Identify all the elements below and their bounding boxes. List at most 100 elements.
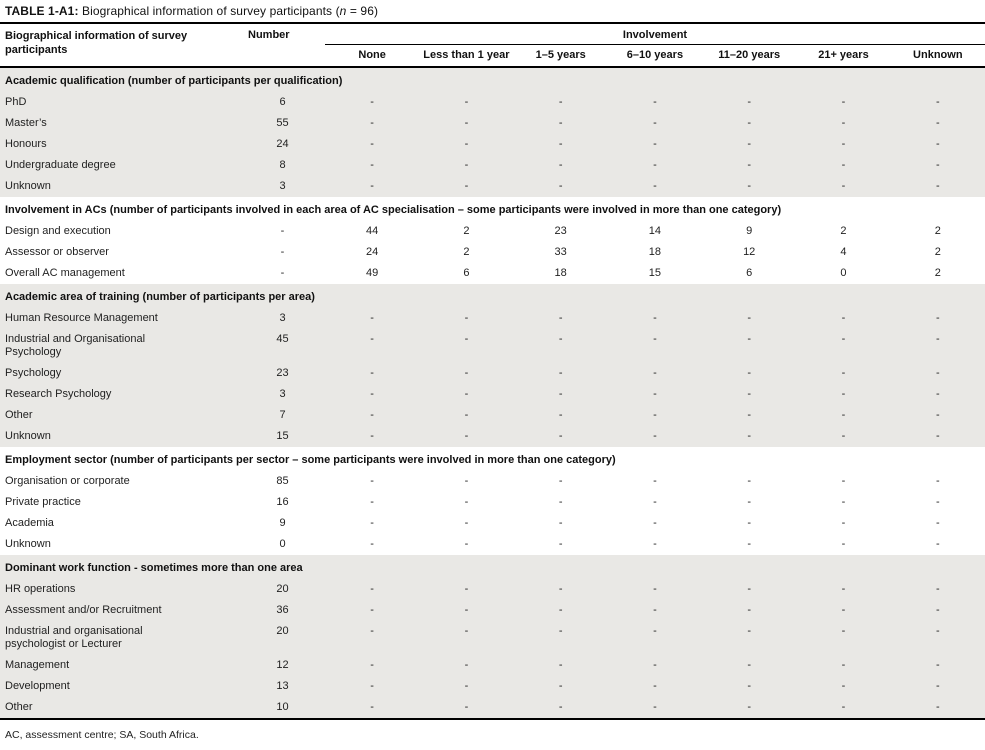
involvement-cell: -: [747, 409, 752, 421]
header-row-main: Biographical information of survey parti…: [0, 24, 985, 56]
involvement-cell: 18: [648, 246, 662, 258]
number-cell: 12: [276, 659, 289, 671]
involvement-cell: -: [935, 583, 940, 595]
involvement-cell: -: [653, 312, 657, 324]
table-row: Psychology 23 - - - - - - -: [0, 363, 985, 384]
involvement-cell: 2: [463, 246, 470, 258]
involvement-cell: 44: [366, 225, 379, 237]
involvement-cell: -: [558, 159, 563, 171]
row-label: Honours: [5, 138, 47, 150]
involvement-cell: -: [841, 583, 846, 595]
table-row: Design and execution - 44 2 23 14 9 2 2: [0, 221, 985, 242]
involvement-cell: -: [653, 96, 657, 108]
involvement-cell: -: [464, 430, 469, 442]
number-cell: -: [280, 267, 285, 279]
involvement-cell: -: [935, 96, 940, 108]
number-cell: 3: [279, 180, 286, 192]
table-title: TABLE 1-A1: Biographical information of …: [0, 0, 985, 24]
section-title: Involvement in ACs (number of participan…: [5, 204, 782, 216]
involvement-cell: -: [558, 333, 563, 345]
involvement-cell: -: [841, 96, 846, 108]
table-title-label: TABLE 1-A1:: [5, 4, 79, 18]
table-row: Other 10 - - - - - - -: [0, 697, 985, 719]
involvement-cell: 9: [746, 225, 753, 237]
table-row: Unknown 15 - - - - - - -: [0, 426, 985, 447]
section-title: Dominant work function - sometimes more …: [5, 562, 303, 574]
section-header-row: Dominant work function - sometimes more …: [0, 555, 985, 579]
row-label: Undergraduate degree: [5, 159, 116, 171]
table-row: Academia 9 - - - - - - -: [0, 513, 985, 534]
number-cell: -: [280, 225, 285, 237]
involvement-cell: 12: [743, 246, 756, 258]
row-label: HR operations: [5, 583, 76, 595]
table-row: Overall AC management - 49 6 18 15 6 0 2: [0, 263, 985, 284]
number-cell: 0: [279, 538, 286, 550]
involvement-cell: -: [747, 312, 752, 324]
table-row: Assessment and/or Recruitment 36 - - - - - - -: [0, 600, 985, 621]
involvement-cell: -: [841, 159, 846, 171]
involvement-cell: -: [653, 333, 657, 345]
involvement-cell: -: [558, 180, 563, 192]
involvement-cell: -: [370, 475, 374, 487]
involvement-cell: 33: [554, 246, 567, 258]
involvement-cell: -: [935, 409, 940, 421]
involvement-cell: -: [841, 680, 846, 692]
involvement-cell: -: [464, 367, 469, 379]
involvement-cell: 6: [463, 267, 470, 279]
involvement-cell: -: [653, 659, 657, 671]
row-label: Management: [5, 659, 70, 671]
row-label: Industrial and Organisational Psychology: [5, 333, 146, 358]
table-row: PhD 6 - - - - - - -: [0, 92, 985, 113]
table-footnote: AC, assessment centre; SA, South Africa.: [5, 729, 199, 741]
number-cell: 36: [276, 604, 289, 616]
involvement-cell: -: [370, 701, 374, 713]
involvement-cell: -: [464, 138, 469, 150]
table-row: Human Resource Management 3 - - - - - - -: [0, 308, 985, 329]
number-cell: 16: [276, 496, 289, 508]
involvement-cell: -: [370, 367, 374, 379]
column-header-1-5-years: 1–5 years: [535, 49, 586, 61]
row-label: Academia: [5, 517, 54, 529]
involvement-cell: -: [370, 659, 374, 671]
involvement-cell: -: [841, 659, 846, 671]
table-row: Unknown 3 - - - - - - -: [0, 176, 985, 197]
involvement-cell: 18: [554, 267, 567, 279]
involvement-cell: -: [558, 367, 563, 379]
involvement-cell: -: [747, 538, 752, 550]
involvement-cell: -: [653, 409, 657, 421]
involvement-cell: -: [935, 159, 940, 171]
involvement-cell: -: [653, 583, 657, 595]
involvement-cell: -: [558, 680, 563, 692]
row-label: Assessment and/or Recruitment: [5, 604, 162, 616]
involvement-cell: -: [464, 517, 469, 529]
table-header: Biographical information of survey parti…: [0, 24, 985, 67]
number-cell: 13: [276, 680, 289, 692]
involvement-cell: -: [935, 475, 940, 487]
row-label: Unknown: [5, 180, 51, 192]
involvement-cell: -: [653, 517, 657, 529]
involvement-cell: -: [747, 604, 752, 616]
involvement-cell: -: [841, 312, 846, 324]
number-cell: 20: [276, 625, 289, 637]
section-title: Academic qualification (number of partic…: [5, 75, 343, 87]
table-row: Honours 24 - - - - - - -: [0, 134, 985, 155]
section-header-row: Academic area of training (number of par…: [0, 284, 985, 308]
involvement-cell: -: [841, 625, 846, 637]
involvement-cell: -: [653, 538, 657, 550]
involvement-cell: -: [747, 496, 752, 508]
involvement-cell: -: [935, 430, 940, 442]
involvement-cell: -: [558, 583, 563, 595]
involvement-cell: -: [558, 475, 563, 487]
involvement-cell: -: [558, 659, 563, 671]
involvement-cell: -: [464, 159, 469, 171]
involvement-cell: -: [653, 117, 657, 129]
involvement-cell: -: [558, 701, 563, 713]
table-row: Master’s 55 - - - - - - -: [0, 113, 985, 134]
involvement-cell: -: [747, 430, 752, 442]
section-title: Employment sector (number of participant…: [5, 454, 616, 466]
involvement-cell: -: [558, 117, 563, 129]
column-header-21-plus-years: 21+ years: [818, 49, 869, 61]
involvement-cell: -: [370, 388, 374, 400]
involvement-cell: 14: [648, 225, 662, 237]
table-row: Research Psychology 3 - - - - - - -: [0, 384, 985, 405]
